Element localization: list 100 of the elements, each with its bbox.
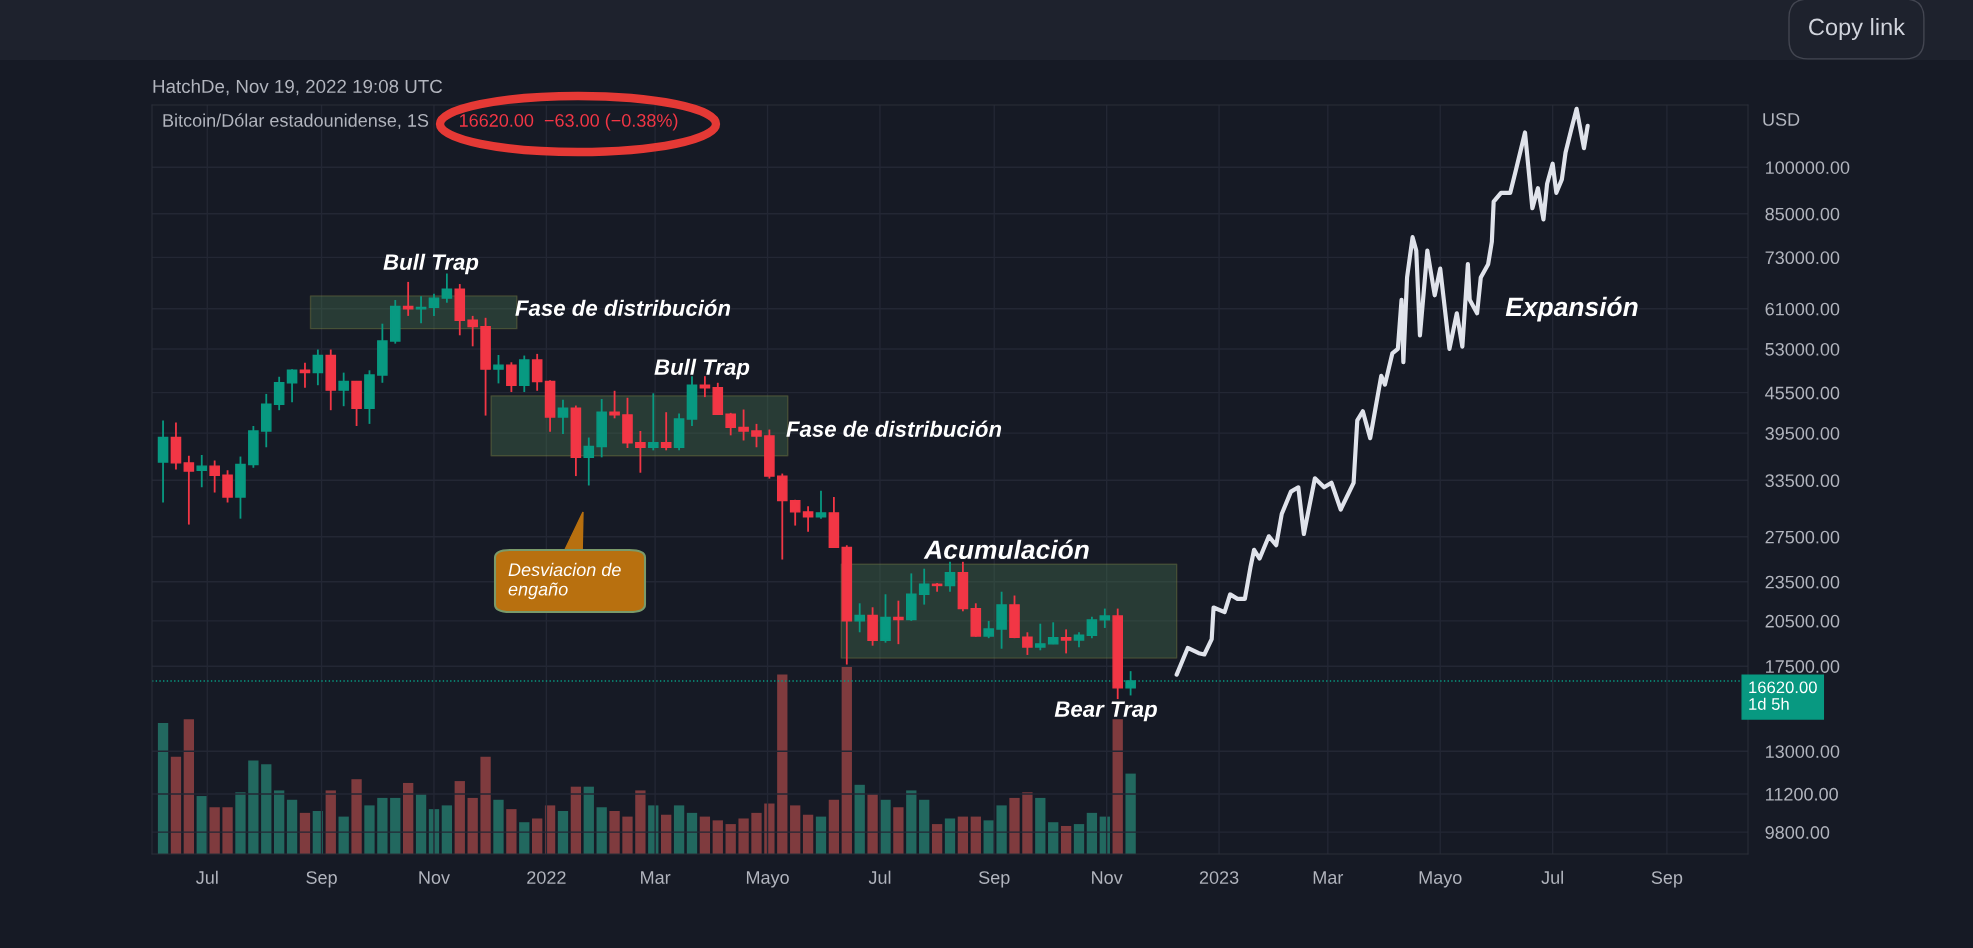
candlestick: [312, 348, 324, 387]
y-tick-label: 85000.00: [1765, 207, 1840, 221]
bar: [183, 719, 195, 854]
bar: [403, 782, 414, 854]
candlestick: [789, 498, 801, 527]
bar: [157, 723, 169, 854]
bar: [1009, 797, 1020, 854]
candlestick: [273, 375, 285, 412]
x-tick-label: Sep: [306, 871, 337, 888]
x-tick-label: Mar: [1313, 871, 1344, 884]
y-tick-label: 9800.00: [1765, 826, 1830, 839]
bar: [996, 805, 1007, 854]
bar: [880, 799, 891, 854]
bar: [209, 807, 220, 854]
chart-title: Bitcoin/Dólar estadounidense, 1S: [163, 113, 429, 129]
candlestick: [918, 567, 930, 606]
candlestick: [531, 352, 543, 392]
bar: [738, 818, 749, 854]
candlestick: [1099, 607, 1111, 629]
y-tick-label: 13000.00: [1766, 745, 1840, 758]
candlestick: [1086, 615, 1098, 640]
bar: [261, 764, 272, 854]
x-tick-label: Nov: [1092, 871, 1123, 884]
bar: [751, 812, 762, 854]
x-tick-label: Jul: [1541, 870, 1563, 884]
bar: [364, 805, 375, 854]
x-tick-label: Mar: [641, 871, 671, 884]
y-tick-label: 61000.00: [1765, 302, 1840, 316]
candlestick: [893, 599, 904, 646]
bar: [609, 810, 620, 854]
bar: [493, 799, 504, 854]
candlestick: [738, 408, 749, 442]
x-tick-label: Mayo: [1419, 871, 1462, 888]
bar: [325, 790, 336, 854]
ref-line-label: 16620.00 1d 5h: [1749, 681, 1817, 710]
candlestick: [338, 371, 349, 408]
text: Copy link: [1809, 18, 1906, 41]
x-tick-label: Mayo: [746, 871, 789, 888]
y-tick-label: 100000.00: [1766, 161, 1850, 174]
candlestick: [880, 593, 891, 644]
candlestick: [635, 430, 646, 474]
candlestick: [854, 602, 865, 634]
bar: [622, 816, 633, 854]
candlestick: [944, 560, 956, 593]
bar: [170, 756, 182, 854]
y-tick-label: 73000.00: [1765, 251, 1840, 265]
bar: [854, 784, 865, 854]
annotation: Expansión: [1505, 296, 1638, 322]
y-tick-label: 23500.00: [1765, 575, 1840, 589]
bar: [351, 779, 362, 854]
bar: [467, 797, 478, 854]
bar: [777, 674, 788, 854]
bar: [1022, 792, 1033, 854]
bar: [867, 794, 878, 854]
bar: [893, 807, 904, 854]
x-tick-label: 2023: [1199, 871, 1239, 884]
candlestick: [428, 292, 440, 317]
bar: [764, 803, 775, 854]
candlestick: [183, 454, 195, 526]
bar: [1035, 797, 1046, 854]
bar: [286, 799, 298, 854]
x-tick-label: Sep: [1651, 871, 1683, 888]
bar: [673, 805, 685, 854]
bar: [841, 667, 852, 854]
bar: [919, 799, 930, 854]
x-tick-label: Jul: [196, 870, 218, 884]
y-tick-label: 39500.00: [1765, 427, 1840, 440]
y-axis-title: USD: [1763, 113, 1800, 126]
bar: [274, 790, 285, 854]
bar: [390, 797, 401, 854]
candlestick: [583, 436, 595, 487]
bar: [415, 794, 427, 854]
candlestick: [209, 459, 220, 494]
candlestick: [196, 454, 208, 489]
bar: [557, 810, 569, 854]
candlestick: [802, 505, 814, 533]
annotation: 16620.00 −63.00 (−0.38%): [460, 113, 678, 131]
candlestick: [1047, 621, 1059, 646]
y-tick-label: 27500.00: [1765, 530, 1840, 544]
bar: [196, 796, 207, 854]
x-tick-label: Sep: [978, 871, 1010, 888]
y-tick-label: 11200.00: [1766, 787, 1838, 801]
candlestick: [557, 398, 569, 435]
y-tick-label: 53000.00: [1765, 342, 1840, 356]
bar: [1125, 773, 1136, 854]
candlestick: [815, 489, 827, 520]
x-tick-label: Nov: [419, 871, 450, 884]
x-tick-label: Jul: [868, 870, 891, 884]
annotation: Bull Trap: [383, 253, 479, 275]
x-tick-label: 2022: [527, 871, 566, 884]
bar: [532, 818, 543, 854]
annotation: Bear Trap: [1054, 701, 1157, 722]
bar: [222, 807, 233, 854]
annotation: Fase de distribución: [515, 299, 731, 316]
bar: [235, 792, 246, 854]
candlestick: [1060, 628, 1072, 655]
bar: [944, 818, 956, 854]
bar: [790, 805, 801, 854]
y-tick-label: 45500.00: [1765, 386, 1840, 400]
candlestick: [286, 368, 298, 404]
